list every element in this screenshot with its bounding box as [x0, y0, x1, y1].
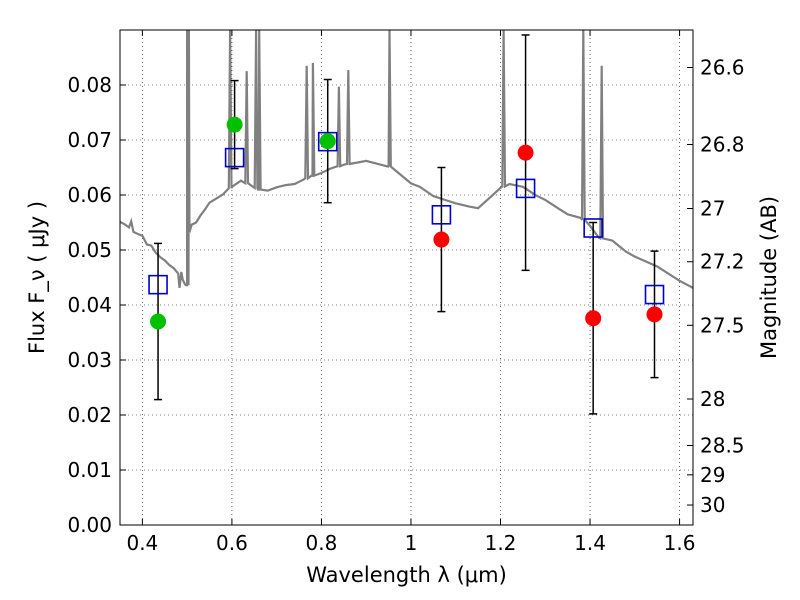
observed-point — [646, 306, 663, 323]
observed-point — [319, 133, 336, 150]
observed-point — [517, 144, 534, 161]
x-tick-label: 1 — [405, 531, 418, 555]
model-point — [224, 147, 245, 168]
observed-point — [585, 310, 602, 327]
observed-point — [150, 313, 167, 330]
mag-tick-label: 29 — [700, 463, 725, 487]
y-tick-label: 0.00 — [67, 513, 112, 537]
axis-ticks: 0.4 0.6 0.8 1 1.2 1.4 1.6 0.00 0.01 0.02 0.03 0.04 0… — [67, 30, 745, 555]
model-point — [583, 218, 603, 238]
y-tick-label: 0.07 — [67, 128, 112, 152]
mag-tick-label: 26.8 — [700, 132, 745, 156]
y-tick-label: 0.01 — [67, 458, 112, 482]
x-tick-label: 1.2 — [485, 531, 517, 555]
mag-tick-label: 28 — [700, 387, 725, 411]
model-point — [644, 284, 665, 305]
y-tick-label: 0.04 — [67, 293, 112, 317]
mag-tick-label: 26.6 — [700, 56, 745, 80]
y-tick-label: 0.08 — [67, 73, 112, 97]
spectrum-series — [120, 30, 693, 289]
mag-tick-label: 27.2 — [700, 250, 745, 274]
x-axis-label: Wavelength λ (μm) — [306, 563, 507, 587]
y-tick-label: 0.03 — [67, 348, 112, 372]
y-tick-label: 0.06 — [67, 183, 112, 207]
y-tick-label: 0.05 — [67, 238, 112, 262]
mag-tick-label: 28.5 — [700, 433, 745, 457]
plot-frame — [119, 29, 694, 526]
observed-point — [433, 231, 450, 248]
model-point — [431, 205, 452, 225]
y-axis-label: Flux F_ν ( μJy ) — [25, 201, 50, 354]
x-tick-label: 0.8 — [306, 531, 338, 555]
x-tick-label: 1.6 — [664, 531, 696, 555]
x-tick-label: 1.4 — [574, 531, 606, 555]
x-tick-label: 0.6 — [216, 531, 248, 555]
y-tick-label: 0.02 — [67, 403, 112, 427]
spectrum-line — [120, 30, 693, 289]
mag-tick-label: 27 — [700, 196, 725, 220]
model-point — [317, 131, 338, 152]
model-photometry-series — [148, 131, 665, 305]
mag-tick-label: 30 — [700, 493, 725, 517]
grid — [120, 30, 693, 526]
observed-photometry-series — [150, 116, 663, 330]
right-axis-label: Magnitude (AB) — [757, 196, 781, 359]
model-point — [148, 274, 168, 295]
x-tick-label: 0.4 — [126, 531, 158, 555]
observed-point — [226, 116, 243, 133]
model-point — [515, 178, 536, 199]
mag-tick-label: 27.5 — [700, 313, 745, 337]
